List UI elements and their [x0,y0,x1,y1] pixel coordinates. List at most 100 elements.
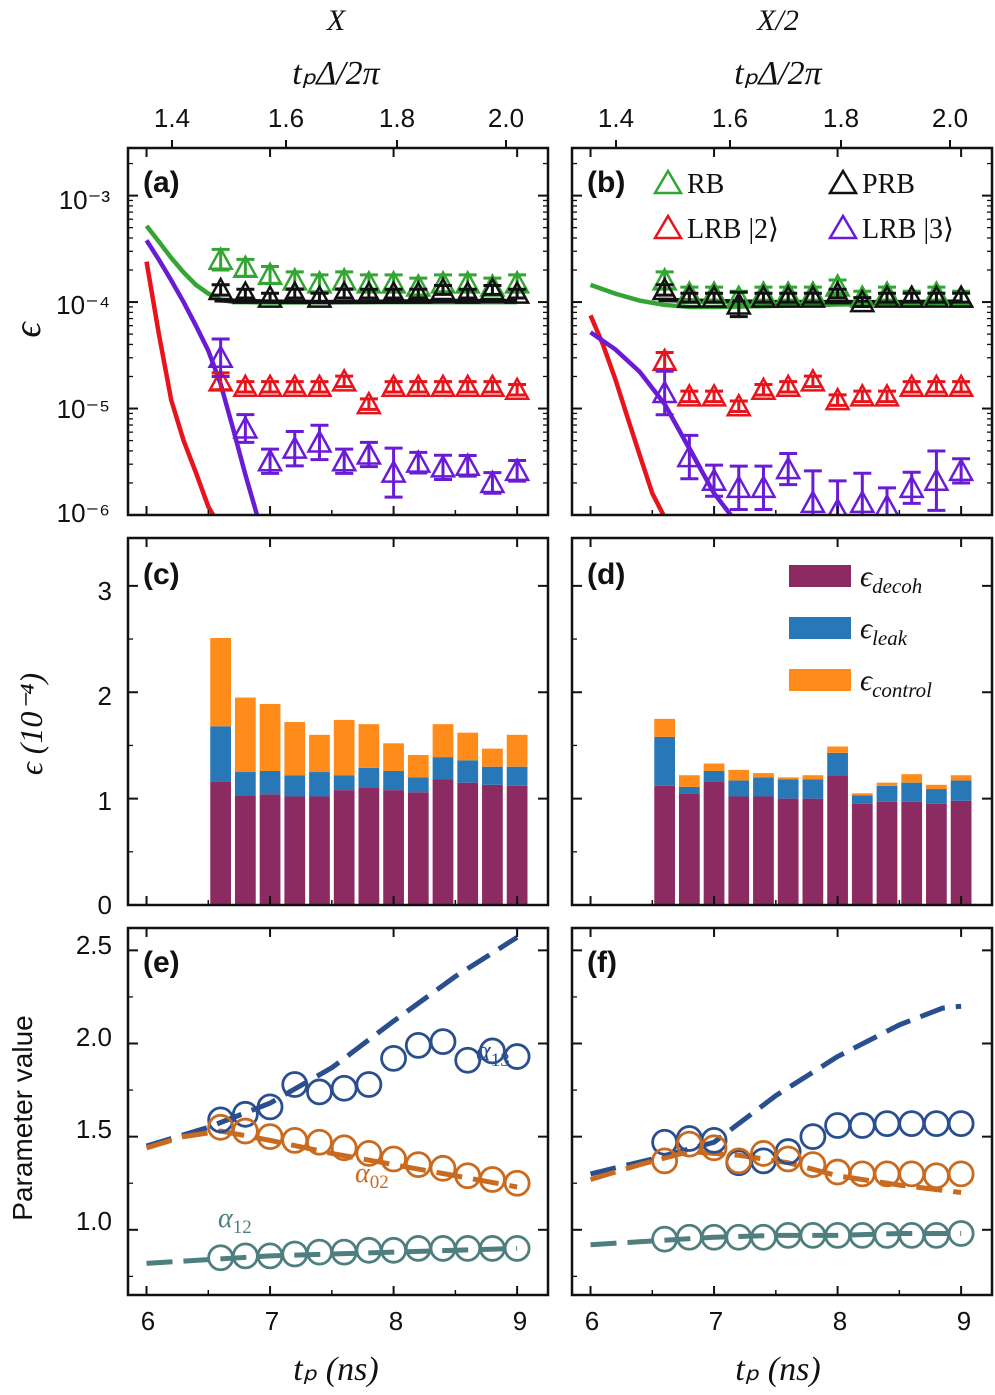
panel-label-c: (c) [143,558,180,591]
legend-swatch-decoh [789,565,851,587]
data-point-prb [306,284,333,308]
data-point-lrb2 [429,373,457,398]
top-tick-label: 1.6 [268,103,304,133]
panel-label-d: (d) [587,558,625,591]
data-point-lrb3 [849,489,876,514]
data-point-prb [923,284,950,308]
dashed-line-alpha02 [145,1128,518,1190]
panel-frame [126,926,550,1297]
data-point-lrb2 [380,373,407,398]
bar-leak [432,757,454,780]
top-tick-marks [171,140,951,148]
marker-alpha02 [429,1154,457,1182]
marker-alpha13 [404,1031,432,1059]
bar-control [333,719,355,776]
bar-leak [728,780,750,797]
data-point-lrb3 [898,474,925,499]
bar-leak [654,736,676,786]
x-label-left: tₚ (ns) [293,1351,378,1388]
panel-content [144,224,531,515]
marker-alpha13 [675,1125,703,1152]
y-tick-label: 10⁻⁶ [57,498,110,528]
marker-alpha02 [380,1145,407,1173]
top-label-right: tₚΔ/2π [734,55,822,92]
bar-control [358,724,380,768]
bar-decoh [728,796,750,905]
bar-control [950,775,972,781]
bar-decoh [827,775,848,905]
data-point-lrb3 [281,435,308,459]
y-tick-label: 10⁻⁴ [56,290,110,320]
legend-swatch-control [789,669,851,691]
marker-alpha02 [404,1151,432,1178]
legend-marker-prb [827,168,859,195]
panel-d [570,536,994,907]
bar-control [210,637,232,727]
marker-alpha02 [923,1162,950,1190]
data-point-lrb3 [405,449,432,473]
marker-alpha02 [355,1140,383,1167]
top-title-left: X [326,4,347,37]
y-tick-label: 1.0 [76,1206,112,1236]
top-tick-label: 2.0 [932,103,968,133]
data-point-lrb3 [256,447,284,472]
data-point-lrb3 [429,453,457,478]
top-title-right: X/2 [756,4,799,37]
bar-leak [703,770,725,782]
y-tick-label: 0 [98,890,112,920]
panel-e [126,926,550,1297]
bar-decoh [851,803,873,905]
data-point-lrb2 [700,382,728,407]
bar-control [728,769,750,781]
bar-decoh [309,796,330,905]
data-point-prb [355,280,382,304]
data-point-lrb2 [207,367,234,392]
data-point-lrb2 [775,373,802,398]
bar-decoh [284,796,306,905]
bar-leak [259,770,281,795]
data-point-lrb2 [799,367,826,392]
bar-leak [876,785,898,802]
y-tick-label: 10⁻⁵ [57,394,110,424]
data-point-lrb2 [281,373,308,398]
marker-alpha13 [355,1071,383,1098]
bar-leak [383,770,404,791]
data-point-lrb3 [504,457,531,482]
data-point-prb [504,280,531,304]
panel-content [589,1003,975,1253]
marker-alpha12 [503,1235,531,1262]
bar-leak [901,782,923,802]
bar-control [678,775,700,787]
data-point-lrb2 [849,382,876,407]
data-point-lrb2 [824,386,851,411]
bar-leak [926,789,947,804]
marker-alpha12 [404,1235,432,1262]
data-point-lrb2 [750,376,777,401]
data-point-lrb2 [256,373,284,398]
bar-decoh [777,798,799,905]
legend-swatch-leak [789,617,851,639]
data-point-lrb3 [651,379,678,404]
y-label-bottom: Parameter value [7,1015,38,1220]
data-point-prb [479,276,506,301]
x-label-right: tₚ (ns) [735,1351,820,1388]
annotation-alpha12: α12 [218,1203,252,1238]
top-tick-label: 1.4 [154,103,190,133]
legend-label-decoh: ϵdecoh [860,560,922,598]
bar-decoh [333,790,355,905]
bar-control [926,784,947,790]
marker-alpha02 [651,1147,679,1175]
data-point-lrb3 [700,467,728,491]
data-point-lrb3 [827,496,848,515]
data-point-lrb2 [355,390,382,415]
bar-control [432,724,454,758]
marker-alpha02 [306,1128,333,1156]
annotation-alpha13: α13 [476,1036,510,1071]
data-point-prb [281,280,308,304]
dashed-line-alpha13 [145,935,519,1149]
data-point-prb [725,290,752,315]
panel-frame [126,146,550,517]
top-tick-label: 1.6 [712,103,748,133]
x-tick-label: 6 [141,1306,155,1336]
